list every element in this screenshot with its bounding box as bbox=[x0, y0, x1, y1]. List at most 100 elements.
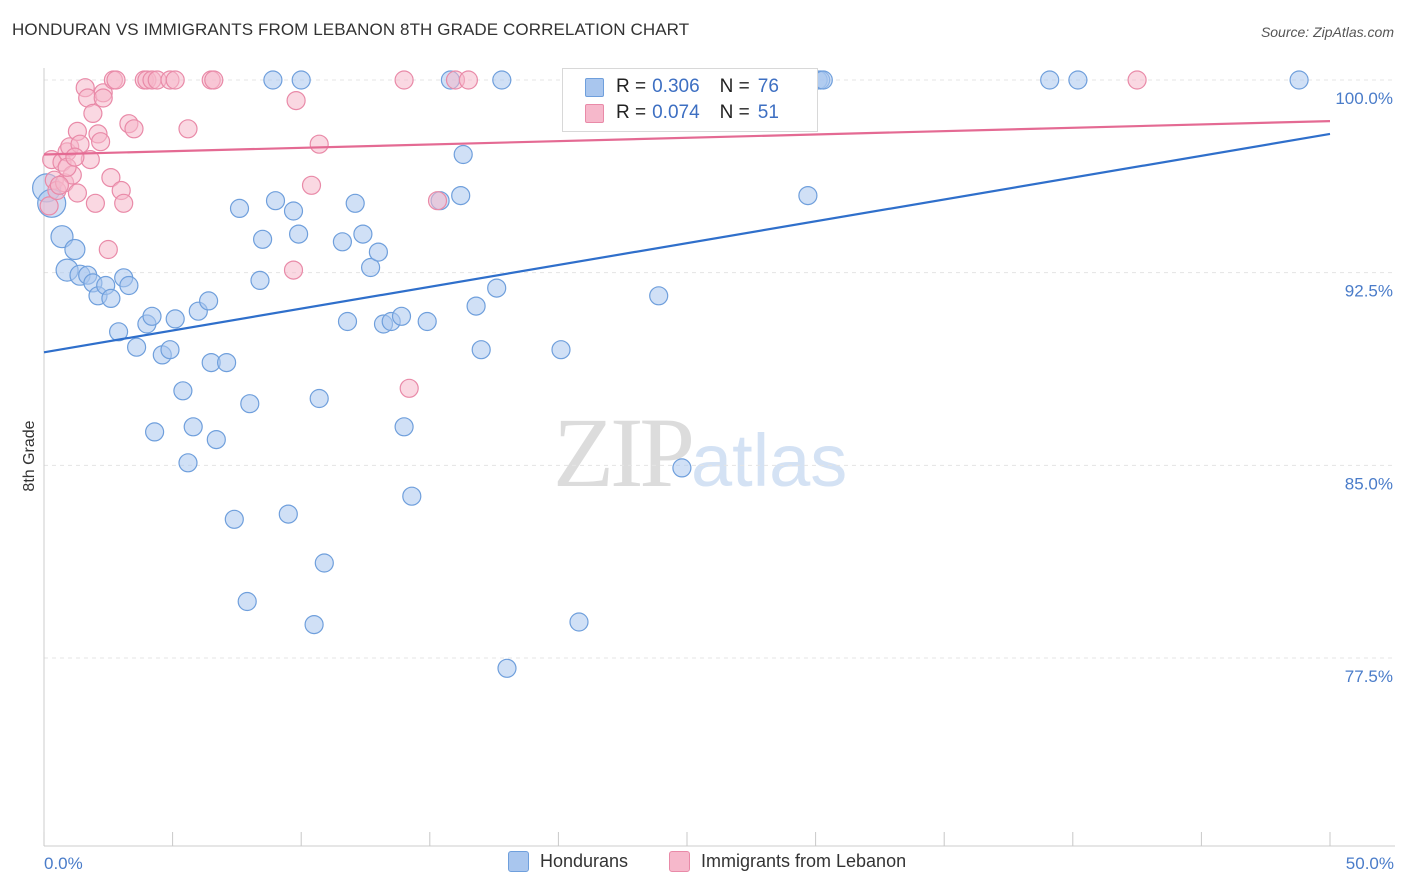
y-tick-label: 85.0% bbox=[1345, 474, 1393, 493]
lebanon-point bbox=[286, 90, 306, 111]
lebanon-point bbox=[98, 239, 118, 260]
lebanon-point bbox=[309, 134, 329, 154]
honduran-point bbox=[672, 458, 692, 478]
y-axis-title: 8th Grade bbox=[21, 420, 38, 491]
legend-swatch-hondurans bbox=[508, 851, 529, 872]
honduran-point bbox=[165, 309, 185, 329]
honduran-point bbox=[173, 381, 193, 401]
honduran-point bbox=[291, 70, 311, 90]
honduran-point bbox=[569, 612, 589, 632]
honduran-point bbox=[1068, 70, 1088, 90]
honduran-point bbox=[253, 229, 273, 249]
honduran-point bbox=[1289, 70, 1309, 90]
series-legend: Hondurans Immigrants from Lebanon bbox=[0, 851, 1406, 877]
honduran-point bbox=[394, 417, 414, 437]
lebanon-point bbox=[178, 119, 198, 139]
lebanon-point bbox=[204, 70, 224, 90]
y-tick-label: 100.0% bbox=[1335, 89, 1393, 108]
honduran-point bbox=[206, 430, 226, 450]
honduran-point bbox=[127, 337, 147, 357]
lebanon-point bbox=[458, 70, 478, 90]
honduran-point bbox=[492, 70, 512, 90]
legend-label-lebanon: Immigrants from Lebanon bbox=[701, 851, 907, 871]
honduran-point bbox=[798, 186, 818, 206]
legend-n-label: N = bbox=[719, 76, 750, 97]
watermark-atlas: atlas bbox=[691, 419, 848, 502]
honduran-point bbox=[368, 242, 388, 262]
lebanon-point bbox=[49, 175, 70, 195]
honduran-point bbox=[64, 238, 86, 261]
lebanon-point bbox=[101, 168, 121, 188]
source-label: Source: ZipAtlas.com bbox=[1260, 24, 1394, 40]
legend-item-lebanon: Immigrants from Lebanon bbox=[669, 851, 906, 872]
honduran-point bbox=[417, 311, 437, 332]
honduran-point bbox=[649, 286, 669, 306]
lebanon-point bbox=[65, 147, 85, 167]
legend-n-label: N = bbox=[719, 102, 750, 123]
y-tick-label: 92.5% bbox=[1345, 282, 1393, 301]
honduran-point bbox=[332, 232, 352, 252]
legend-r-value: 0.306 bbox=[652, 76, 700, 97]
lebanon-point bbox=[67, 183, 88, 203]
honduran-point bbox=[217, 353, 237, 373]
honduran-point bbox=[309, 388, 329, 409]
honduran-point bbox=[101, 288, 121, 308]
lebanon-trend-line bbox=[43, 120, 1331, 156]
legend-swatch-hondurans bbox=[585, 77, 604, 97]
honduran-point bbox=[289, 224, 309, 244]
honduran-point bbox=[1040, 70, 1060, 90]
legend-r-label: R = bbox=[616, 76, 647, 97]
honduran-point bbox=[229, 198, 250, 218]
lebanon-point bbox=[394, 70, 414, 90]
legend-swatch-lebanon bbox=[669, 851, 690, 872]
legend-r-value: 0.074 bbox=[652, 102, 700, 123]
honduran-point bbox=[263, 70, 283, 90]
honduran-point bbox=[304, 614, 324, 635]
y-tick-label: 77.5% bbox=[1345, 667, 1393, 686]
honduran-point bbox=[391, 306, 412, 326]
legend-n-value: 76 bbox=[757, 76, 779, 97]
honduran-point bbox=[178, 453, 198, 473]
legend-n-value: 51 bbox=[757, 102, 779, 123]
legend-item-hondurans: Hondurans bbox=[508, 851, 628, 872]
honduran-point bbox=[353, 224, 373, 244]
honduran-point bbox=[237, 591, 257, 612]
lebanon-point bbox=[301, 175, 322, 195]
honduran-point bbox=[145, 422, 165, 442]
honduran-point bbox=[487, 278, 507, 298]
legend-label-hondurans: Hondurans bbox=[540, 851, 629, 871]
lebanon-point bbox=[283, 260, 304, 280]
honduran-point bbox=[250, 270, 270, 290]
lebanon-point bbox=[90, 132, 111, 152]
honduran-trend-line bbox=[43, 132, 1331, 354]
lebanon-point bbox=[399, 378, 419, 398]
lebanon-point bbox=[427, 191, 448, 211]
legend-swatch-lebanon bbox=[585, 103, 604, 123]
honduran-point bbox=[183, 417, 203, 437]
legend-row-lebanon: R = 0.074 N = 51 bbox=[585, 101, 779, 125]
chart-title: HONDURAN VS IMMIGRANTS FROM LEBANON 8TH … bbox=[12, 20, 690, 39]
honduran-point bbox=[451, 186, 471, 206]
lebanon-point bbox=[106, 70, 126, 90]
lebanon-point bbox=[114, 193, 134, 213]
lebanon-point bbox=[83, 103, 103, 124]
honduran-point bbox=[345, 193, 365, 213]
lebanon-point bbox=[93, 88, 113, 108]
honduran-point bbox=[283, 201, 304, 221]
honduran-point bbox=[119, 275, 139, 296]
honduran-point bbox=[466, 296, 486, 316]
lebanon-point bbox=[124, 119, 144, 139]
honduran-point bbox=[453, 144, 473, 165]
honduran-point bbox=[265, 191, 286, 211]
honduran-point bbox=[314, 553, 334, 573]
honduran-point bbox=[224, 509, 244, 529]
honduran-point bbox=[337, 311, 358, 332]
x-tick-label: 0.0% bbox=[44, 854, 83, 873]
legend-row-hondurans: R = 0.306 N = 76 bbox=[585, 75, 779, 99]
honduran-point bbox=[199, 291, 219, 311]
lebanon-point bbox=[165, 70, 185, 90]
lebanon-point bbox=[39, 196, 59, 216]
honduran-point bbox=[240, 394, 260, 414]
honduran-point bbox=[361, 257, 381, 278]
